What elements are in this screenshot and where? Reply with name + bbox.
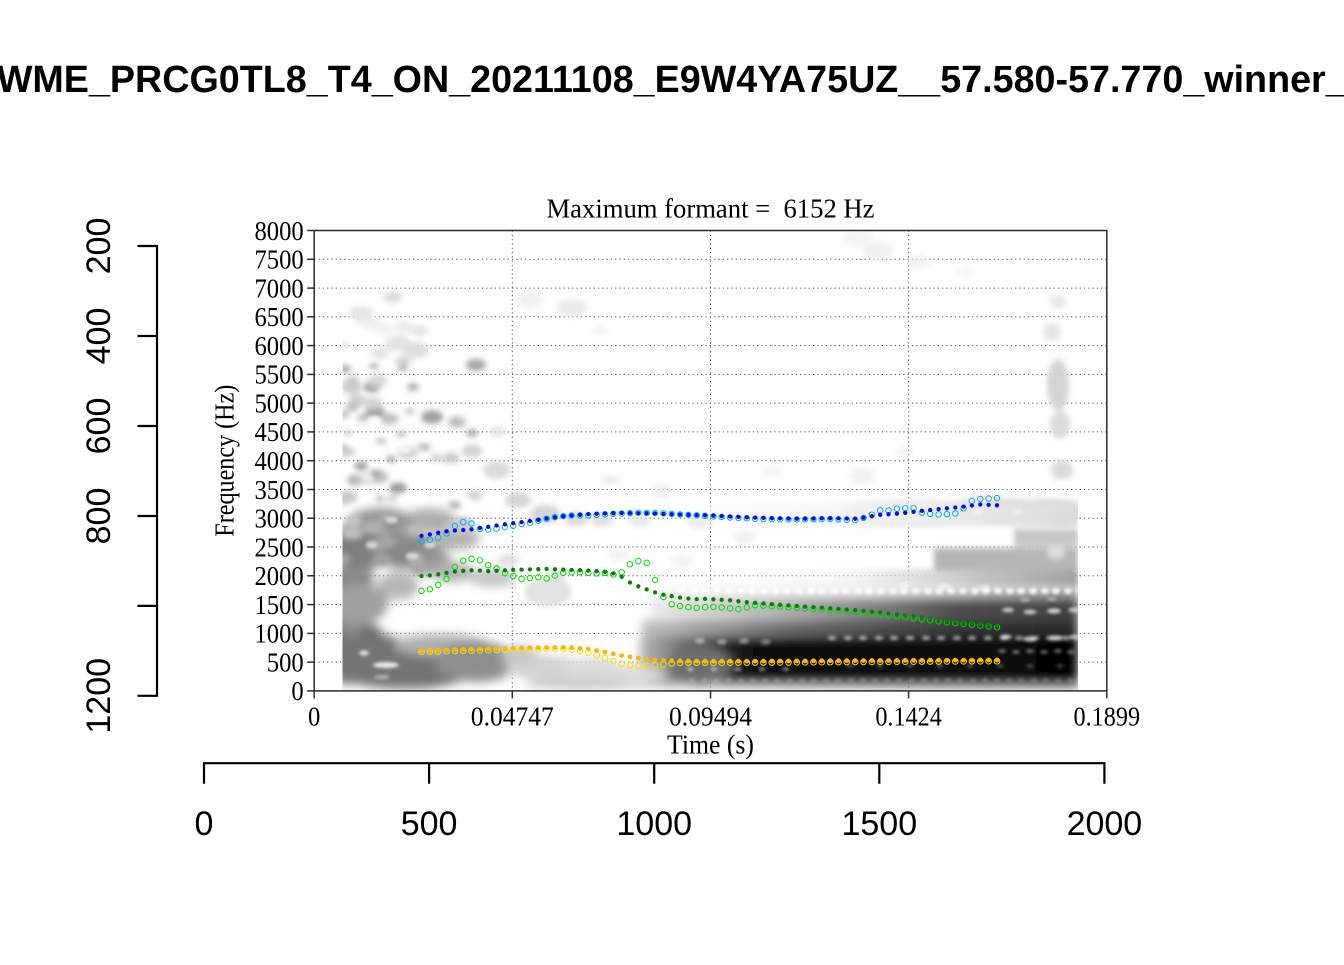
- svg-text:0.09494: 0.09494: [669, 701, 752, 732]
- svg-text:6500: 6500: [255, 301, 304, 332]
- svg-text:0: 0: [195, 805, 214, 843]
- svg-text:8000: 8000: [255, 215, 304, 246]
- svg-text:0.04747: 0.04747: [471, 701, 554, 732]
- svg-text:500: 500: [267, 646, 304, 677]
- svg-text:5000: 5000: [255, 387, 304, 418]
- svg-text:5500: 5500: [255, 359, 304, 390]
- svg-text:Frequency (Hz): Frequency (Hz): [209, 385, 240, 537]
- svg-text:1000: 1000: [255, 618, 304, 649]
- svg-text:4500: 4500: [255, 416, 304, 447]
- svg-text:1500: 1500: [255, 589, 304, 620]
- svg-text:7500: 7500: [255, 244, 304, 275]
- svg-text:200: 200: [80, 218, 118, 275]
- svg-text:4000: 4000: [255, 445, 304, 476]
- svg-text:Time (s): Time (s): [667, 729, 754, 760]
- svg-text:2000: 2000: [1067, 805, 1143, 843]
- svg-text:1200: 1200: [80, 658, 118, 734]
- svg-text:0: 0: [308, 701, 320, 732]
- svg-text:400: 400: [80, 308, 118, 365]
- svg-text:600: 600: [80, 398, 118, 455]
- svg-text:1000: 1000: [616, 805, 692, 843]
- svg-text:7000: 7000: [255, 272, 304, 303]
- svg-text:1500: 1500: [841, 805, 917, 843]
- svg-text:2000: 2000: [255, 560, 304, 591]
- svg-text:3500: 3500: [255, 474, 304, 505]
- svg-text:Maximum formant = 6152 Hz: Maximum formant = 6152 Hz: [547, 193, 875, 224]
- svg-text:0: 0: [291, 675, 303, 706]
- svg-text:0.1424: 0.1424: [875, 701, 942, 732]
- svg-text:2500: 2500: [255, 531, 304, 562]
- svg-text:800: 800: [80, 488, 118, 545]
- svg-text:3000: 3000: [255, 503, 304, 534]
- svg-text:6000: 6000: [255, 330, 304, 361]
- svg-text:0.1899: 0.1899: [1074, 701, 1141, 732]
- svg-text:500: 500: [401, 805, 458, 843]
